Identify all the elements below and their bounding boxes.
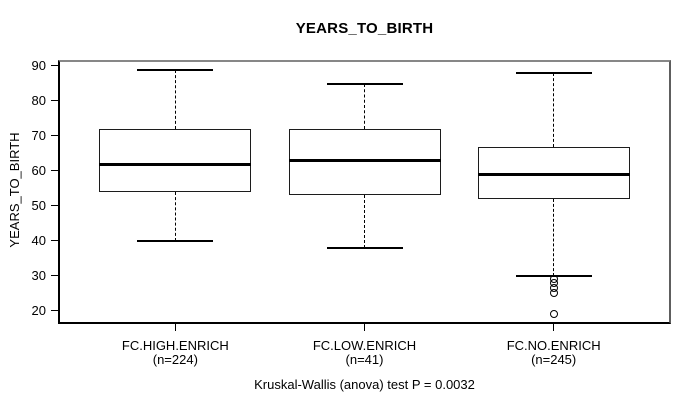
iqr-box — [99, 129, 252, 192]
y-tick-mark — [51, 65, 58, 67]
lower-whisker — [174, 192, 176, 241]
median-line — [288, 159, 441, 163]
y-tick-label: 70 — [31, 128, 46, 144]
chart-title: YEARS_TO_BIRTH — [295, 20, 434, 37]
y-tick-mark — [51, 100, 58, 102]
outlier-point — [549, 310, 558, 319]
iqr-box — [477, 146, 630, 199]
x-tick-mark — [364, 324, 365, 331]
x-tick-mark — [174, 324, 176, 331]
stat-test-annotation: Kruskal-Wallis (anova) test P = 0.0032 — [254, 377, 475, 392]
lower-whisker — [553, 198, 555, 276]
y-tick-mark — [51, 309, 58, 311]
lower-whisker — [364, 195, 365, 248]
x-group-label: FC.HIGH.ENRICH — [121, 338, 229, 353]
y-tick-mark — [51, 204, 58, 206]
y-tick-label: 20 — [31, 302, 46, 318]
y-tick-label: 50 — [31, 197, 46, 213]
y-tick-label: 60 — [31, 163, 46, 179]
lower-whisker-cap — [137, 239, 214, 242]
y-tick-mark — [51, 239, 58, 241]
upper-whisker — [553, 73, 555, 147]
x-group-count: (n=245) — [531, 352, 577, 367]
x-group-label: FC.LOW.ENRICH — [312, 338, 417, 353]
x-group-label: FC.NO.ENRICH — [506, 338, 601, 353]
x-tick-mark — [553, 324, 555, 331]
y-tick-mark — [51, 135, 58, 137]
median-line — [99, 162, 252, 166]
upper-whisker — [364, 83, 365, 130]
x-group-count: (n=41) — [345, 352, 384, 367]
outlier-point — [549, 289, 558, 298]
upper-whisker-cap — [137, 68, 214, 71]
x-group-count: (n=224) — [152, 352, 198, 367]
y-tick-label: 30 — [31, 267, 46, 283]
upper-whisker-cap — [326, 82, 403, 85]
median-line — [477, 173, 630, 177]
y-tick-label: 90 — [31, 58, 46, 74]
iqr-box — [288, 129, 441, 196]
upper-whisker — [174, 69, 176, 130]
y-tick-label: 80 — [31, 93, 46, 109]
y-tick-label: 40 — [31, 232, 46, 248]
y-tick-mark — [51, 170, 58, 172]
y-tick-mark — [51, 274, 58, 276]
upper-whisker-cap — [515, 72, 592, 75]
lower-whisker-cap — [326, 246, 403, 249]
